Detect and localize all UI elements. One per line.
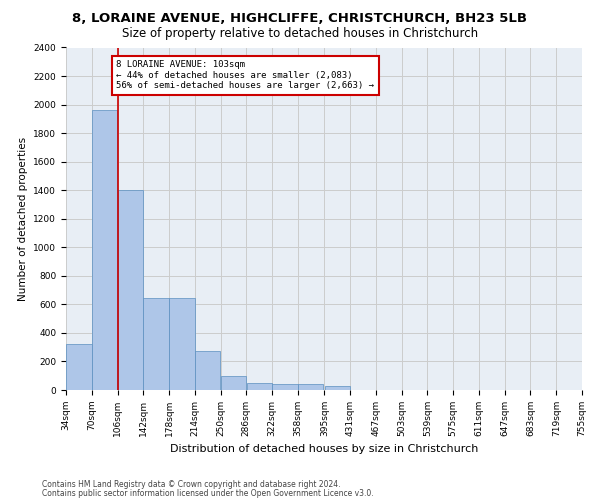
- Text: Contains HM Land Registry data © Crown copyright and database right 2024.: Contains HM Land Registry data © Crown c…: [42, 480, 341, 489]
- Bar: [143, 298, 169, 390]
- X-axis label: Distribution of detached houses by size in Christchurch: Distribution of detached houses by size …: [170, 444, 478, 454]
- Text: 8, LORAINE AVENUE, HIGHCLIFFE, CHRISTCHURCH, BH23 5LB: 8, LORAINE AVENUE, HIGHCLIFFE, CHRISTCHU…: [73, 12, 527, 26]
- Bar: [298, 384, 323, 390]
- Bar: [92, 110, 118, 390]
- Bar: [66, 344, 92, 390]
- Text: 8 LORAINE AVENUE: 103sqm
← 44% of detached houses are smaller (2,083)
56% of sem: 8 LORAINE AVENUE: 103sqm ← 44% of detach…: [116, 60, 374, 90]
- Bar: [195, 351, 220, 390]
- Text: Contains public sector information licensed under the Open Government Licence v3: Contains public sector information licen…: [42, 488, 374, 498]
- Text: Size of property relative to detached houses in Christchurch: Size of property relative to detached ho…: [122, 28, 478, 40]
- Y-axis label: Number of detached properties: Number of detached properties: [18, 136, 28, 301]
- Bar: [272, 384, 298, 390]
- Bar: [325, 386, 350, 390]
- Bar: [118, 190, 143, 390]
- Bar: [169, 298, 194, 390]
- Bar: [247, 383, 272, 390]
- Bar: [221, 376, 246, 390]
